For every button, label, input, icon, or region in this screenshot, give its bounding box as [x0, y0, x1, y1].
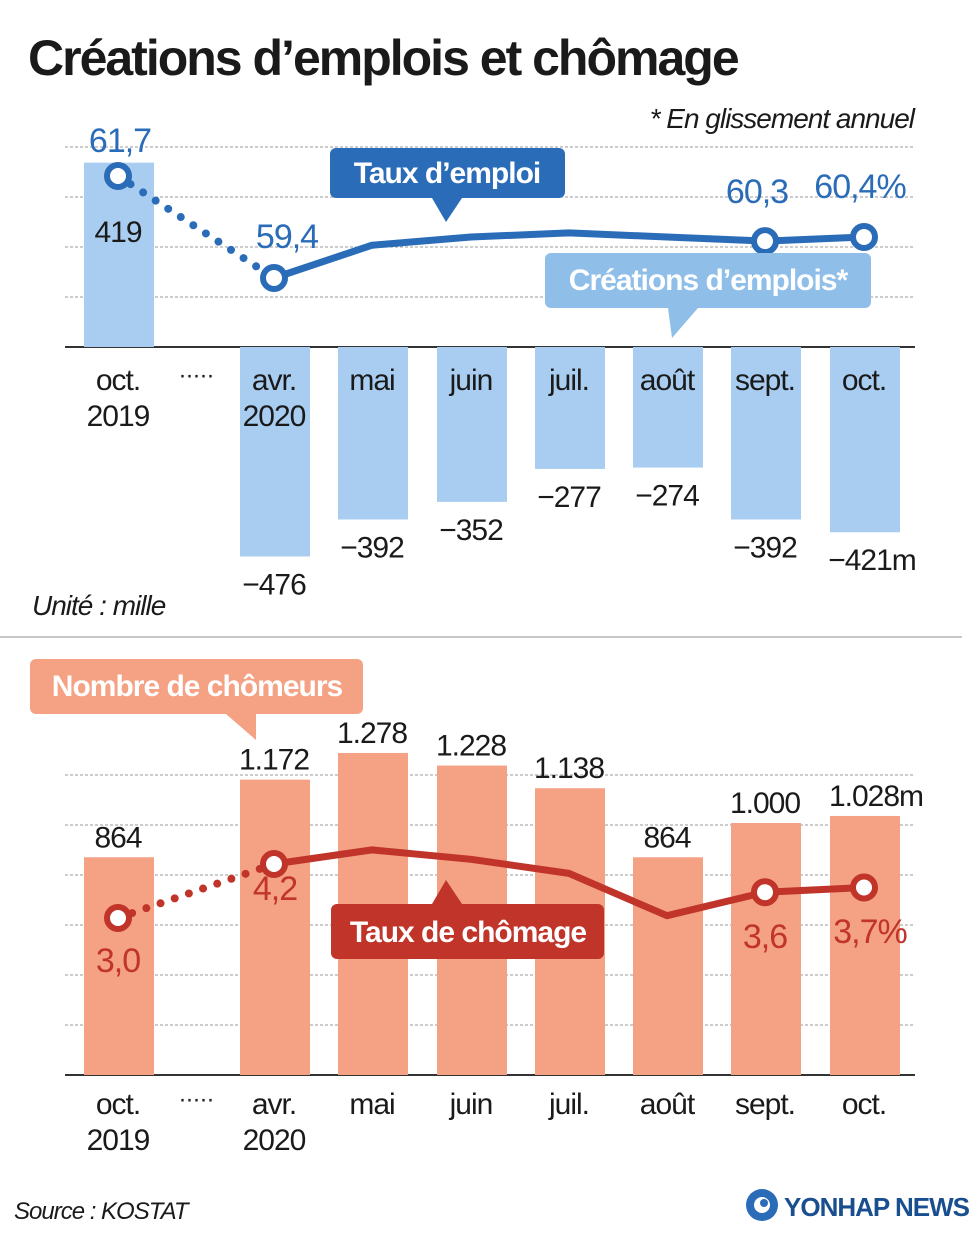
unemp-category-label: juil.: [548, 1088, 589, 1121]
unemployed-bar-value: 1.000: [730, 787, 800, 820]
employment-bar-value: −392: [340, 531, 404, 564]
emp-category-label: juil.: [548, 364, 589, 397]
emp-category-label: sept.: [735, 364, 795, 397]
unemp-rate-legend-text: Taux de chômage: [350, 916, 586, 949]
employment-bar: [731, 347, 801, 520]
unemp-category-label: avr.: [252, 1088, 296, 1121]
employment-bar: [240, 347, 310, 557]
emp-rate-marker: [751, 227, 779, 256]
emp-category-label: mai: [349, 364, 394, 397]
unemp-category-label: 2019: [87, 1124, 150, 1157]
annual-note: * En glissement annuel: [650, 103, 916, 134]
employment-bar: [437, 347, 507, 502]
emp-category-label: oct.: [842, 364, 886, 397]
emp-rate-marker: [850, 223, 878, 251]
unemp-rate-marker: [751, 878, 779, 907]
unemp-rate-dotted-line: [114, 860, 278, 922]
unit-label: Unité : mille: [32, 590, 166, 621]
unemp-rate-marker: [104, 904, 132, 932]
employment-bar: [338, 347, 408, 520]
employment-bar-value: −274: [635, 480, 699, 513]
unemployed-bar: [830, 815, 900, 1075]
employment-bar: [535, 347, 605, 469]
unemp-rate-marker: [850, 873, 878, 902]
unemployed-bar: [84, 857, 154, 1075]
unemp-rate-marker: [260, 850, 288, 878]
emp-rate-legend-box: [330, 148, 565, 198]
creations-legend-pointer: [668, 308, 698, 338]
emp-category-label: oct.: [96, 364, 140, 397]
unemp-rate-legend-box: [331, 904, 604, 959]
employment-bar: [633, 347, 703, 468]
unemployed-bar: [240, 779, 310, 1075]
unemployed-bar-value: 1.278: [337, 717, 407, 750]
emp-category-label: avr.: [252, 364, 296, 397]
unemp-rate-value: 3,6: [743, 918, 787, 956]
lines-layer: [104, 162, 878, 932]
page-title: Créations d’emplois et chômage: [28, 30, 739, 86]
employment-bar-value: −476: [242, 568, 306, 601]
unemployed-bar-value: 1.138: [534, 752, 604, 785]
emp-rate-marker: [260, 264, 288, 292]
employment-bar-value: 419: [94, 216, 141, 249]
emp-rate-marker: [104, 162, 132, 190]
labels-layer: 419−476−392−352−277 −274−392 −421moct.2019…: [30, 122, 924, 1157]
emp-category-label: 2020: [243, 400, 306, 433]
emp-rate-legend-text: Taux d’emploi: [354, 157, 540, 190]
emp-rate-dotted-line: [114, 172, 278, 282]
emp-rate-value: 60,3: [726, 173, 788, 211]
emp-category-label: août: [640, 364, 696, 397]
unemp-rate-value: 3,0: [96, 942, 140, 980]
emp-category-label: 2019: [87, 400, 150, 433]
unemployed-bar-value: 1.028m: [829, 780, 923, 813]
employment-bar-value: −352: [439, 514, 503, 547]
unemployed-bar-value: 864: [643, 821, 690, 854]
unemp-category-label: mai: [349, 1088, 394, 1121]
unemployed-legend-box: [30, 659, 363, 714]
unemp-category-label: oct.: [842, 1088, 886, 1121]
emp-rate-value: 59,4: [256, 218, 318, 256]
yonhap-logo-icon: [746, 1189, 778, 1221]
creations-legend-box: [545, 253, 871, 308]
emp-rate-value: 61,7: [89, 122, 151, 160]
emp-ellipsis: ·····: [179, 362, 214, 389]
unemployed-legend-text: Nombre de chômeurs: [52, 670, 343, 703]
unemp-category-label: août: [640, 1088, 696, 1121]
unemployed-bar-value: 864: [94, 821, 141, 854]
unemp-ellipsis: ·····: [179, 1086, 214, 1113]
unemp-category-label: oct.: [96, 1088, 140, 1121]
brand-label: YONHAP NEWS: [784, 1192, 970, 1222]
unemp-category-label: juin: [449, 1088, 493, 1121]
source-label: Source : KOSTAT: [14, 1198, 191, 1225]
unemployed-legend-pointer: [226, 714, 256, 740]
unemp-rate-value: 4,2: [253, 870, 297, 908]
emp-category-label: juin: [449, 364, 493, 397]
emp-rate-value: 60,4%: [814, 168, 906, 206]
unemployed-bar-value: 1.172: [239, 744, 309, 777]
unemp-category-label: sept.: [735, 1088, 795, 1121]
unemp-rate-value: 3,7%: [833, 913, 907, 951]
employment-bar-value: −421m: [828, 544, 916, 577]
bars-layer: [84, 162, 900, 1075]
unemp-rate-legend-pointer: [432, 880, 462, 904]
unemployed-bar: [633, 857, 703, 1075]
employment-bar-value: −392: [733, 531, 797, 564]
employment-bar-value: −277: [537, 481, 601, 514]
unemployed-bar-value: 1.228: [436, 730, 506, 763]
creations-legend-text: Créations d’emplois*: [569, 264, 849, 297]
emp-rate-legend-pointer: [432, 198, 462, 222]
employment-bar: [830, 347, 900, 533]
unemployed-bar: [731, 823, 801, 1075]
unemp-category-label: 2020: [243, 1124, 306, 1157]
